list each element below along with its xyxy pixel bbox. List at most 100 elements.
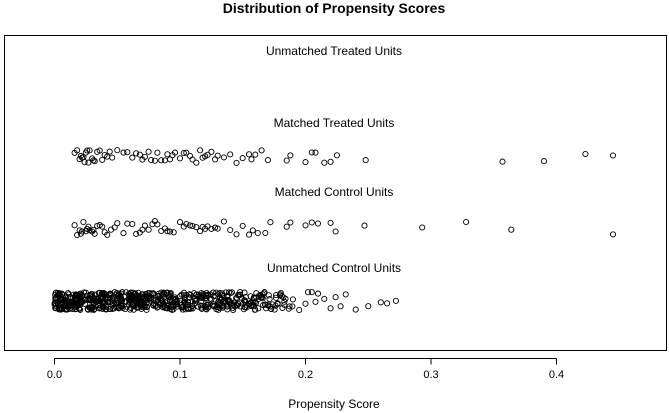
data-point — [248, 156, 255, 163]
data-point — [327, 219, 334, 226]
data-point — [247, 293, 254, 300]
data-point — [64, 289, 72, 297]
data-point — [189, 222, 196, 230]
data-point — [176, 219, 184, 226]
data-point — [54, 289, 61, 297]
data-point — [71, 222, 78, 229]
data-point — [149, 291, 157, 298]
data-point — [314, 290, 322, 297]
data-point — [283, 157, 290, 164]
data-point — [127, 306, 134, 313]
data-point — [107, 290, 114, 297]
data-point — [327, 305, 334, 312]
data-point — [84, 147, 91, 154]
data-point — [210, 289, 217, 296]
data-point — [64, 303, 71, 310]
data-point — [86, 295, 93, 302]
data-point — [582, 150, 589, 158]
data-point — [183, 149, 190, 156]
data-point — [91, 158, 98, 165]
data-point — [212, 224, 219, 231]
data-point — [308, 289, 315, 296]
data-point — [228, 289, 235, 296]
data-point — [220, 154, 227, 161]
group-label: Matched Treated Units — [274, 116, 395, 130]
data-point — [141, 222, 148, 229]
data-point — [58, 304, 65, 311]
data-point — [132, 290, 139, 297]
data-point — [76, 305, 83, 312]
data-point — [120, 149, 127, 156]
data-point — [66, 300, 73, 307]
data-point — [176, 155, 184, 162]
data-point — [392, 297, 399, 304]
data-point — [193, 224, 200, 231]
data-point — [69, 305, 76, 313]
data-point — [219, 290, 226, 297]
data-point — [197, 147, 204, 154]
data-point — [272, 302, 279, 309]
data-point — [214, 225, 221, 232]
x-tick-label: 0.0 — [47, 369, 62, 381]
data-point — [245, 231, 253, 238]
data-point — [138, 305, 145, 312]
data-point — [186, 152, 194, 159]
data-point — [362, 157, 369, 164]
x-axis-label: Propensity Score — [288, 397, 380, 411]
group-label: Matched Control Units — [275, 185, 394, 199]
x-tick-label: 0.4 — [549, 369, 564, 381]
data-point — [233, 159, 240, 166]
data-point — [266, 295, 273, 303]
data-point — [88, 305, 95, 312]
data-point — [137, 300, 144, 307]
data-point — [52, 301, 59, 308]
data-point — [239, 155, 246, 162]
data-point — [171, 149, 179, 156]
data-point — [133, 150, 140, 157]
data-point — [342, 291, 349, 298]
data-point — [164, 228, 171, 235]
data-point — [499, 158, 506, 165]
x-axis: 0.0 0.1 0.2 0.3 0.4 — [47, 358, 564, 381]
data-point — [238, 294, 245, 301]
data-point — [167, 296, 174, 303]
data-point — [119, 289, 126, 296]
data-point — [56, 290, 63, 298]
data-point — [321, 295, 328, 302]
data-point — [141, 153, 148, 160]
data-point — [258, 294, 265, 301]
data-point — [75, 305, 83, 312]
data-point — [384, 300, 391, 307]
data-point — [106, 148, 113, 155]
data-point — [160, 291, 167, 298]
data-point — [302, 222, 309, 229]
data-point — [81, 159, 88, 166]
data-point — [212, 156, 219, 163]
data-point — [191, 300, 198, 307]
data-point — [77, 301, 84, 308]
data-point — [158, 227, 165, 235]
data-point — [113, 297, 120, 304]
data-point — [166, 228, 174, 235]
data-point — [609, 152, 617, 159]
data-point — [74, 231, 81, 239]
data-point — [164, 298, 171, 305]
data-point — [90, 304, 97, 311]
data-point — [193, 159, 200, 166]
data-point — [205, 304, 212, 311]
data-point — [129, 220, 136, 228]
data-point — [361, 222, 368, 229]
data-point — [216, 304, 223, 311]
data-point — [204, 151, 211, 158]
data-point — [223, 303, 230, 310]
data-point — [377, 299, 384, 306]
data-point — [258, 147, 265, 154]
data-point — [164, 151, 171, 158]
data-point — [85, 159, 92, 166]
data-point — [289, 296, 296, 303]
data-point — [272, 292, 280, 299]
data-point — [208, 225, 215, 232]
data-point — [86, 147, 93, 154]
data-point — [135, 304, 142, 311]
data-point — [214, 152, 221, 159]
